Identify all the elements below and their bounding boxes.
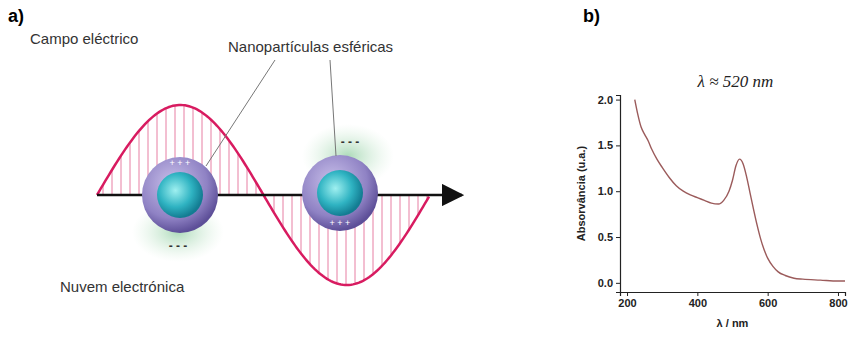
tick: 200: [618, 292, 636, 309]
field-vector: [238, 153, 239, 195]
axis-line: [616, 96, 621, 293]
tick-label: 400: [689, 297, 707, 309]
tick: 2.0: [598, 94, 620, 106]
field-vector: [400, 195, 401, 243]
nanoparticle-core: [317, 170, 363, 216]
nanoparticle-core: [157, 172, 203, 218]
leader-line: [330, 60, 336, 156]
tick-mark: [768, 292, 769, 296]
tick-label: 0.0: [598, 277, 613, 289]
panel-b: b) 200 400 600 800 0.0 0.5 1.0 1.5 2.0 λ / nm Absor…: [575, 6, 848, 329]
tick: 800: [829, 292, 847, 309]
x-axis: 200 400 600 800: [618, 292, 847, 309]
plot-area: [635, 100, 845, 281]
tick: 0.5: [598, 231, 620, 243]
tick-mark: [616, 237, 620, 238]
tick: 1.5: [598, 139, 620, 151]
field-vector: [220, 129, 221, 195]
tick-mark: [697, 292, 698, 296]
tick-label: 1.0: [598, 185, 613, 197]
x-axis-title: λ / nm: [717, 317, 749, 329]
tick-label: 1.5: [598, 139, 613, 151]
field-vector: [130, 143, 131, 195]
tick: 600: [759, 292, 777, 309]
field-vector: [391, 195, 392, 255]
field-vector: [283, 195, 284, 227]
panel-a: a) + + + + + + - - - - - - Campo eléctrico Nan…: [8, 6, 462, 295]
cloud-label: Nuvem electrónica: [60, 278, 185, 295]
negative-charge: - - -: [169, 239, 188, 253]
peak-annotation: λ ≈ 520 nm: [697, 72, 774, 91]
tick-label: 0.5: [598, 231, 613, 243]
tick: 0.0: [598, 277, 620, 289]
tick-mark: [616, 191, 620, 192]
tick-label: 600: [759, 297, 777, 309]
field-vector: [112, 170, 113, 195]
nanoparticle-shell: [142, 157, 218, 233]
tick: 1.0: [598, 185, 620, 197]
nanoparticle-shell: [302, 155, 378, 231]
tick-label: 2.0: [598, 94, 613, 106]
leader-line: [206, 60, 275, 166]
axis-line: [621, 293, 846, 297]
field-vector: [418, 195, 419, 215]
positive-charge: + + +: [330, 218, 351, 228]
field-label: Campo eléctrico: [30, 30, 138, 47]
field-vector: [121, 156, 122, 195]
field-vector: [292, 195, 293, 241]
y-axis-title: Absorvância (u.a.): [575, 145, 587, 241]
field-vector: [229, 140, 230, 195]
tick-mark: [616, 145, 620, 146]
tick-mark: [616, 283, 620, 284]
field-vector: [139, 131, 140, 195]
negative-charge: - - -: [341, 135, 360, 149]
absorbance-line: [635, 100, 845, 281]
y-axis: 0.0 0.5 1.0 1.5 2.0: [598, 94, 621, 293]
tick-label: 200: [618, 297, 636, 309]
tick-mark: [616, 100, 620, 101]
field-vector: [301, 195, 302, 253]
tick-mark: [627, 292, 628, 296]
panel-label: b): [583, 6, 600, 26]
particles-label: Nanopartículas esféricas: [228, 38, 393, 55]
field-vector: [409, 195, 410, 230]
positive-charge: + + +: [170, 158, 191, 168]
tick-mark: [838, 292, 839, 296]
tick: 400: [689, 292, 707, 309]
tick-label: 800: [829, 297, 847, 309]
panel-label: a): [8, 6, 24, 26]
field-vector: [247, 167, 248, 195]
field-vector: [382, 195, 383, 266]
